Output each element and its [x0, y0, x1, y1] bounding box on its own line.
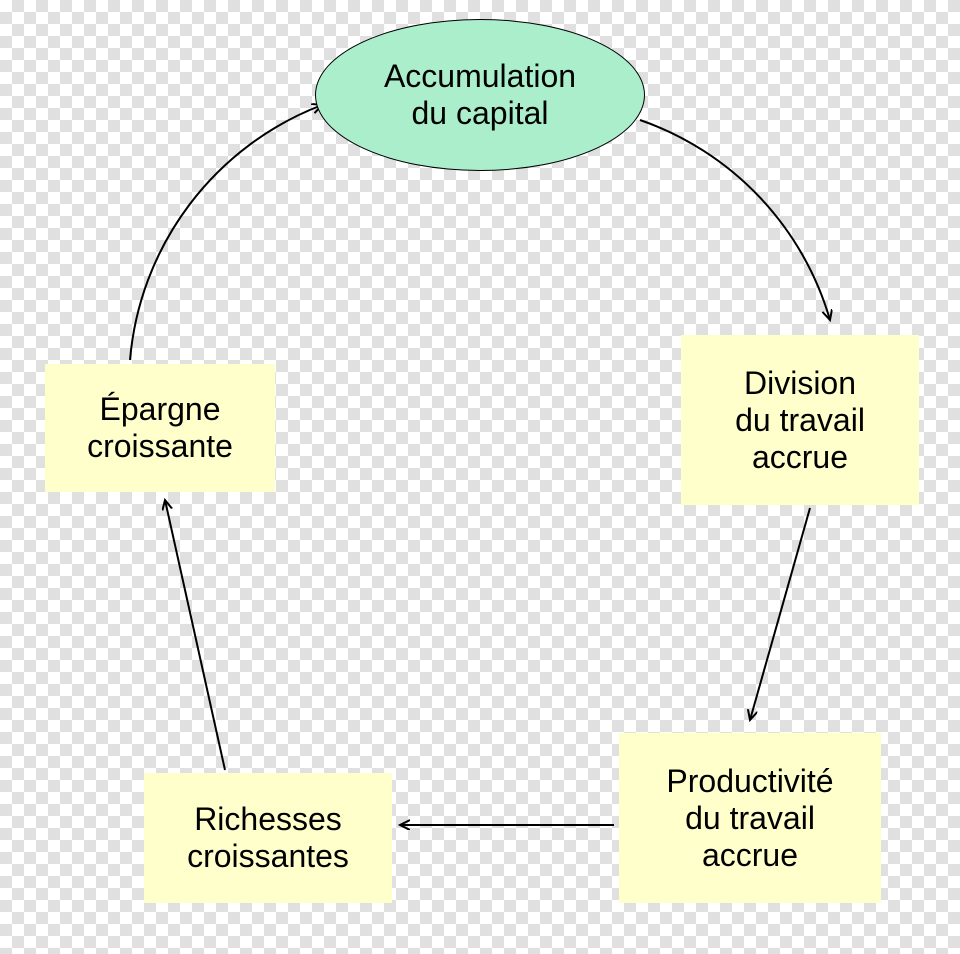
- node-productivite-travail: Productivité du travail accrue: [619, 733, 881, 903]
- node-label: Richesses croissantes: [187, 801, 349, 875]
- node-epargne-croissante: Épargne croissante: [45, 364, 275, 492]
- node-richesses-croissantes: Richesses croissantes: [144, 773, 392, 903]
- node-accumulation-capital: Accumulation du capital: [315, 19, 645, 171]
- edge-acc-to-div: [640, 120, 830, 320]
- node-label: Épargne croissante: [87, 391, 233, 465]
- edge-rich-to-ep: [165, 500, 225, 770]
- node-label: Division du travail accrue: [735, 365, 865, 476]
- node-division-travail: Division du travail accrue: [681, 335, 919, 505]
- node-label: Accumulation du capital: [384, 58, 576, 132]
- node-label: Productivité du travail accrue: [666, 763, 833, 874]
- edge-ep-to-acc: [130, 105, 322, 360]
- diagram-canvas: Accumulation du capital Division du trav…: [0, 0, 960, 954]
- edge-div-to-prod: [750, 508, 810, 720]
